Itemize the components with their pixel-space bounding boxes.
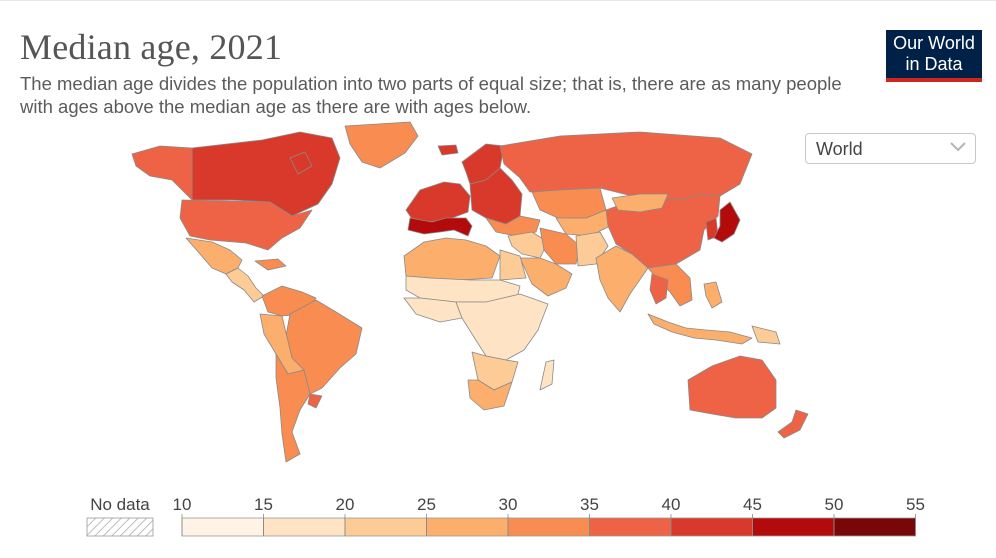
region-mongolia[interactable] [611, 193, 669, 213]
logo-line-2: in Data [905, 54, 963, 74]
region-united-states[interactable] [179, 199, 313, 251]
legend-tick-label: 50 [825, 495, 844, 514]
region-uruguay[interactable] [307, 393, 323, 409]
legend-tick-label: 25 [417, 495, 436, 514]
region-alaska-united-states[interactable] [131, 145, 193, 201]
region-japan[interactable] [713, 201, 741, 243]
region-madagascar[interactable] [539, 359, 555, 391]
legend-bin-15-20[interactable] [263, 517, 346, 537]
region-select-value: World [816, 139, 863, 159]
logo-line-1: Our World [893, 33, 975, 53]
legend-tick-label: 15 [254, 495, 273, 514]
legend-bin-25-30[interactable] [426, 517, 509, 537]
region-central-america[interactable] [225, 267, 265, 303]
legend-bin-10-15[interactable] [181, 517, 264, 537]
owid-logo[interactable]: Our World in Data [886, 30, 982, 82]
region-russia[interactable] [499, 131, 753, 201]
legend: No data 10 15 20 25 30 35 40 45 50 55 [86, 495, 925, 537]
legend-tick-label: 35 [580, 495, 599, 514]
region-select[interactable]: World [805, 133, 976, 164]
legend-bin-45-50[interactable] [752, 517, 835, 537]
region-south-africa[interactable] [467, 379, 513, 411]
legend-tick-label: 40 [662, 495, 681, 514]
region-egypt[interactable] [499, 249, 527, 281]
region-indonesia[interactable] [647, 313, 753, 345]
region-mexico[interactable] [185, 237, 243, 275]
legend-bin-20-25[interactable] [344, 517, 427, 537]
region-north-africa[interactable] [403, 237, 501, 281]
legend-no-data-label: No data [90, 495, 150, 514]
legend-tick-label: 30 [499, 495, 518, 514]
chart-subtitle: The median age divides the population in… [20, 73, 842, 117]
region-papua-new-guinea[interactable] [751, 325, 781, 345]
region-new-zealand[interactable] [777, 409, 809, 439]
region-arabian-peninsula[interactable] [519, 257, 573, 297]
world-map[interactable] [0, 118, 996, 480]
region-philippines[interactable] [703, 281, 723, 309]
region-western-europe[interactable] [405, 181, 471, 223]
chevron-down-icon [950, 142, 966, 152]
region-central-east-africa[interactable] [455, 293, 549, 361]
region-canada[interactable] [191, 131, 341, 217]
region-eastern-europe[interactable] [469, 167, 523, 225]
region-southern-europe[interactable] [407, 217, 473, 237]
legend-no-data-swatch[interactable] [86, 517, 154, 537]
region-west-africa[interactable] [403, 297, 463, 323]
legend-tick-label: 10 [173, 495, 192, 514]
legend-bin-50-55[interactable] [833, 517, 916, 537]
region-turkey-caucasus[interactable] [485, 215, 541, 237]
legend-tick-label: 20 [336, 495, 355, 514]
region-caribbean[interactable] [254, 258, 287, 271]
region-greenland[interactable] [344, 121, 419, 169]
legend-bin-30-35[interactable] [507, 517, 590, 537]
legend-tick-label: 45 [743, 495, 762, 514]
region-india[interactable] [595, 245, 649, 313]
legend-bin-40-45[interactable] [670, 517, 753, 537]
top-rule [0, 0, 996, 1]
legend-bin-35-40[interactable] [589, 517, 672, 537]
legend-tick-label: 55 [906, 495, 925, 514]
region-argentina-chile[interactable] [275, 353, 311, 463]
region-thailand[interactable] [649, 273, 669, 305]
region-iran[interactable] [539, 227, 581, 265]
region-china[interactable] [605, 193, 721, 269]
region-australia[interactable] [687, 355, 777, 419]
region-kazakhstan[interactable] [531, 187, 607, 219]
chart-title: Median age, 2021 [20, 27, 283, 67]
